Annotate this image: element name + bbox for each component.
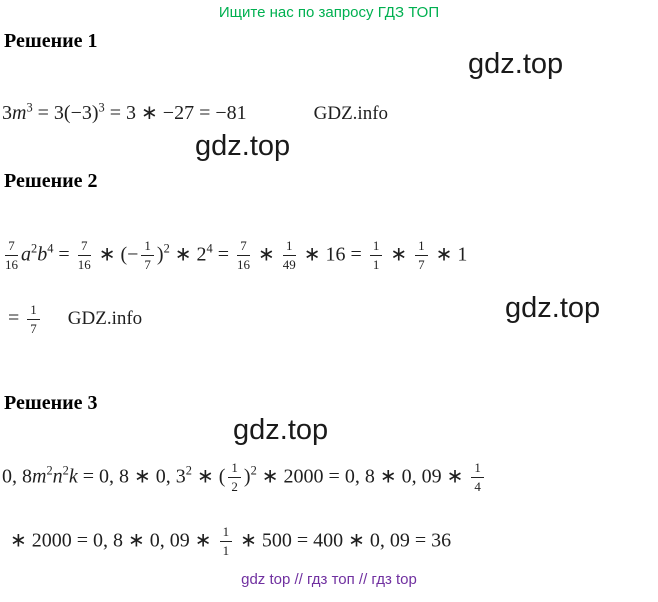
watermark-gdztop-1: gdz.top (468, 48, 564, 80)
watermark-gdztop-2: gdz.top (195, 130, 291, 162)
solution-2-title: Решение 2 (4, 170, 98, 192)
solution-3-equation-line-1: 0, 8m2n2k = 0, 8 ∗ 0, 32 ∗ (1 2)2 ∗ 2000 … (2, 460, 487, 496)
gdz-info-label-2: GDZ.info (67, 308, 143, 330)
solution-1-equation-line: 3m3 = 3(−3)3 = 3 ∗ −27 = −81 GDZ.info (2, 100, 388, 125)
watermark-gdztop-3: gdz.top (505, 292, 601, 324)
solution-1-title: Решение 1 (4, 30, 98, 52)
watermark-gdztop-4: gdz.top (233, 414, 329, 446)
gdz-info-label-1: GDZ.info (313, 103, 389, 124)
solution-1-equation: 3m3 = 3(−3)3 = 3 ∗ −27 = −81 (2, 100, 247, 124)
top-banner-text: Ищите нас по запросу ГДЗ ТОП (218, 4, 440, 21)
solution-2-equation-line-1: 7 16 a2b4 = 7 16 ∗ (− 1 7)2 ∗ 24 = 7 16 ∗ 1 49 … (5, 238, 468, 273)
bottom-banner-text: gdz top // гдз топ // гдз top (241, 571, 417, 588)
solution-3-title: Решение 3 (4, 392, 98, 414)
